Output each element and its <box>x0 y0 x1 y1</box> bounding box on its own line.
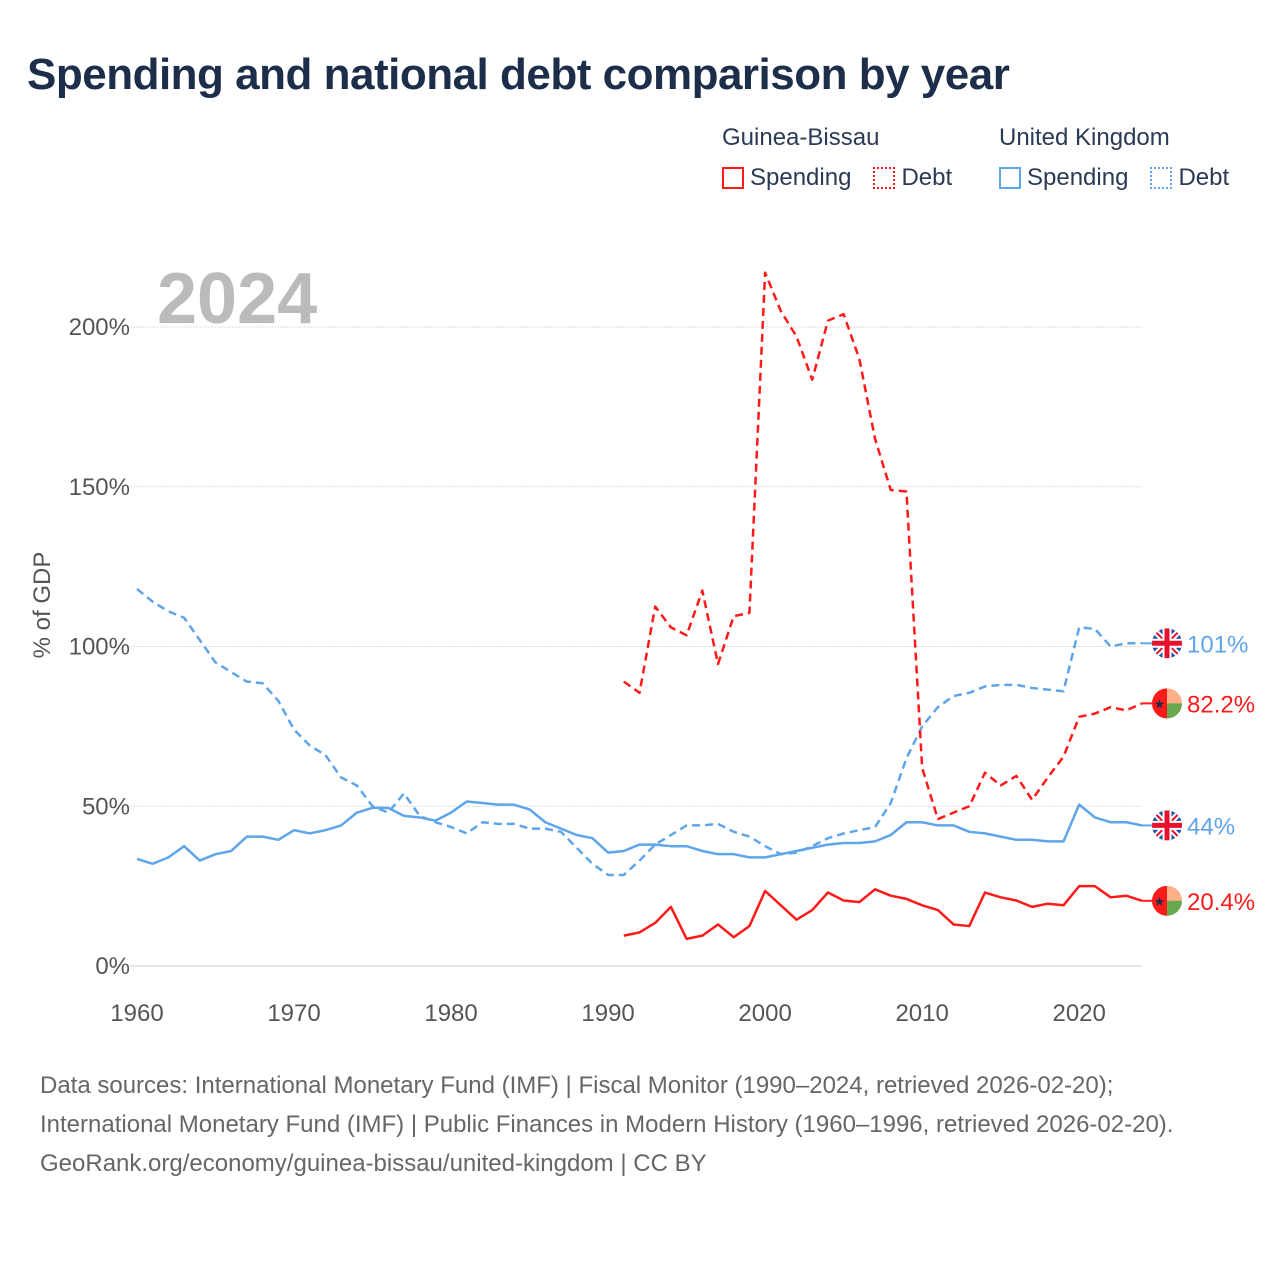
legend-item-debt[interactable]: Debt <box>1150 164 1229 192</box>
uk-flag-icon <box>1152 810 1182 840</box>
chart-title: Spending and national debt comparison by… <box>27 50 1010 99</box>
series-line-guinea-bissau-spending <box>623 884 1143 941</box>
legend-label: Spending <box>750 164 852 191</box>
end-value-label: 44% <box>1187 813 1235 840</box>
legend-country: Guinea-Bissau <box>722 124 880 151</box>
legend-united-kingdom: United Kingdom Spending Debt <box>999 124 1245 192</box>
year-label: 2024 <box>157 259 317 339</box>
series-line-united-kingdom-debt <box>136 588 1142 877</box>
solid-swatch-icon <box>999 167 1021 189</box>
solid-swatch-icon <box>722 167 744 189</box>
y-axis-label: % of GDP <box>29 552 56 659</box>
end-value-label: 101% <box>1187 631 1248 658</box>
x-tick-label: 1990 <box>581 1000 634 1027</box>
y-tick-label: 0% <box>95 953 130 980</box>
legend-country: United Kingdom <box>999 124 1170 151</box>
x-tick-label: 2020 <box>1052 1000 1105 1027</box>
series-line-guinea-bissau-debt <box>623 271 1143 821</box>
dotted-swatch-icon <box>1150 167 1173 189</box>
legend-label: Debt <box>1178 164 1230 191</box>
x-tick-label: 1980 <box>424 1000 477 1027</box>
x-tick-label: 2010 <box>895 1000 948 1027</box>
legend-label: Debt <box>901 164 953 191</box>
x-tick-label: 2000 <box>738 1000 791 1027</box>
end-value-label: 82.2% <box>1187 691 1255 718</box>
series-line-united-kingdom-spending <box>136 800 1143 866</box>
y-tick-label: 100% <box>69 634 130 661</box>
legend-label: Spending <box>1027 164 1129 191</box>
line-chart: ★ 2024 0%50%100%150%200%1960197019801990… <box>29 259 1255 1027</box>
x-tick-label: 1970 <box>267 1000 320 1027</box>
credit-link[interactable]: GeoRank.org/economy/guinea-bissau/united… <box>40 1150 707 1177</box>
legend-item-spending[interactable]: Spending <box>999 164 1128 192</box>
legend-guinea-bissau: Guinea-Bissau Spending Debt <box>722 124 968 192</box>
guinea-bissau-flag-icon <box>1152 688 1182 718</box>
footer: Data sources: International Monetary Fun… <box>40 1066 1240 1183</box>
y-tick-label: 200% <box>69 314 130 341</box>
dotted-swatch-icon <box>873 167 896 189</box>
legend-item-spending[interactable]: Spending <box>722 164 851 192</box>
guinea-bissau-flag-icon <box>1152 886 1182 916</box>
data-sources: Data sources: International Monetary Fun… <box>40 1072 1174 1138</box>
y-tick-label: 50% <box>82 793 130 820</box>
end-value-label: 20.4% <box>1187 889 1255 916</box>
legend-item-debt[interactable]: Debt <box>873 164 952 192</box>
x-tick-label: 1960 <box>110 1000 163 1027</box>
y-tick-label: 150% <box>69 474 130 501</box>
uk-flag-icon <box>1152 628 1182 658</box>
